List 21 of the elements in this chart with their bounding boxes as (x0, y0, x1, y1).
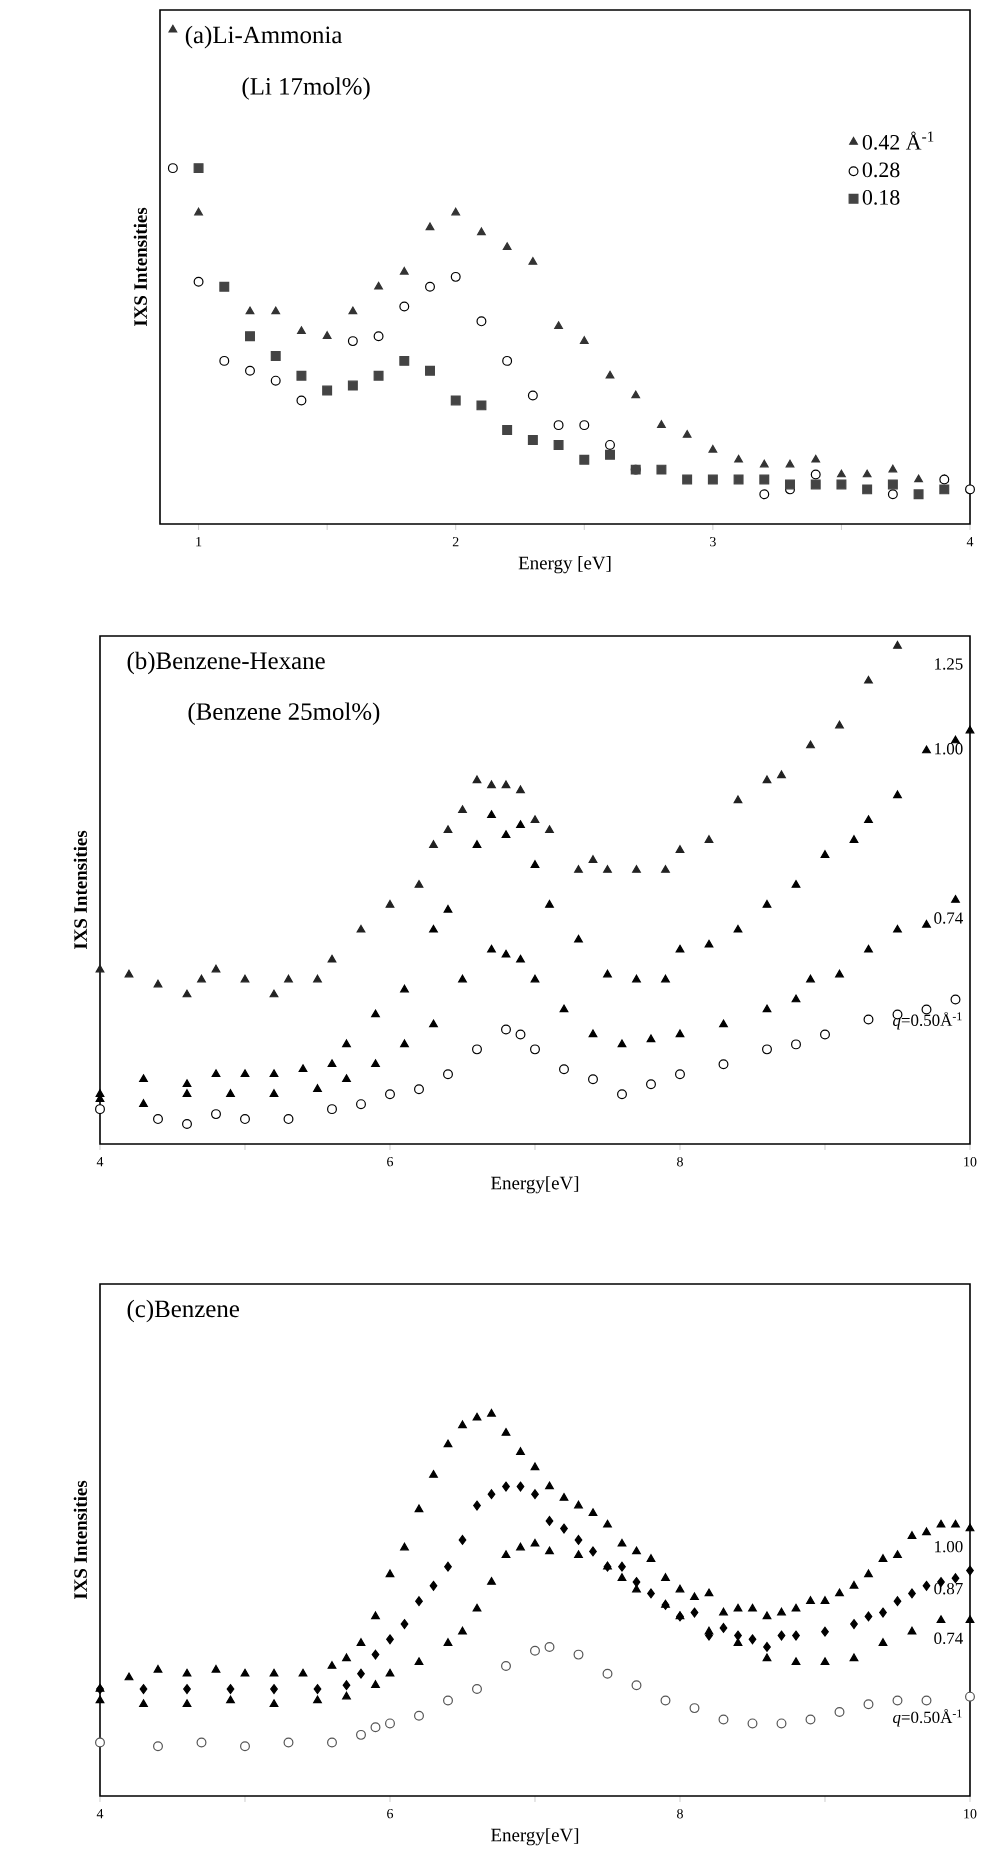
x-axis-title: Energy[eV] (491, 1828, 579, 1846)
y-axis-title: IXS Intensities (73, 1480, 88, 1600)
text: (Benzene 25mol%) (188, 702, 380, 726)
text: (Li 17mol%) (242, 77, 370, 100)
series-label: 1.00 (935, 742, 963, 755)
legend-label: 0.28 (862, 162, 900, 178)
series-label: 1.00 (935, 1540, 963, 1553)
legend-label: 0.42 Å$^{-1}$ (862, 131, 934, 150)
x-axis-title: Energy[eV] (491, 1176, 579, 1194)
x-axis-title: Energy [eV] (518, 556, 611, 574)
series-label: 0.74 (934, 912, 964, 924)
series-label: 0.74 (934, 1632, 964, 1645)
legend-label: 0.18 (862, 189, 900, 205)
y-axis-title: IXS Intensities (133, 207, 148, 327)
text: 1.25 (935, 658, 963, 670)
chart-title: (b)Benzene-Hexane (127, 651, 325, 675)
y-axis-title: IXS Intensities (73, 830, 88, 950)
chart-title: (a)Li-Ammonia (185, 25, 343, 49)
chart-title: (c)Benzene (127, 1299, 240, 1323)
series-label: q=0.50Å$^{-1}$ (893, 1709, 962, 1727)
series-label: 0.87 (934, 1582, 963, 1595)
